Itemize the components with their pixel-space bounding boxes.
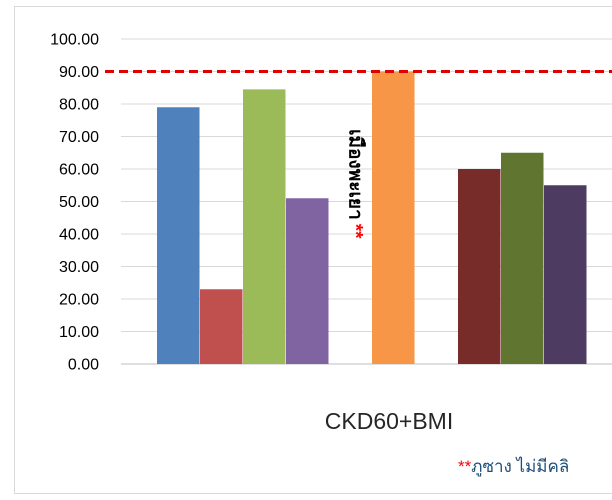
bar-chart: 0.00 10.00 20.00 30.00 40.00 50.00 60.00 70.00 8… (50, 32, 612, 477)
y-tick-label: 90.00 (59, 64, 99, 81)
y-tick-label: 40.00 (59, 227, 99, 244)
y-tick-label: 50.00 (59, 194, 99, 211)
footnote-marker: ** (458, 457, 472, 476)
footnote: **ภูซาง ไม่มีคลิ (458, 456, 569, 477)
footnote-text: ภูซาง ไม่มีคลิ (471, 456, 569, 477)
bar (501, 152, 544, 364)
y-tick-label: 20.00 (59, 292, 99, 309)
y-tick-label: 30.00 (59, 259, 99, 276)
gap-label-text: เมืองพะเยา (345, 129, 367, 220)
y-tick-label: 10.00 (59, 324, 99, 341)
bar (243, 89, 286, 364)
y-tick-label: 80.00 (59, 97, 99, 114)
bar (458, 169, 501, 364)
bar (544, 185, 587, 364)
y-tick-label: 70.00 (59, 129, 99, 146)
x-axis-label: CKD60+BMI (325, 408, 453, 434)
y-tick-label: 60.00 (59, 162, 99, 179)
gap-label-marker: ** (345, 224, 366, 239)
bar (200, 289, 243, 364)
chart-frame: 0.00 10.00 20.00 30.00 40.00 50.00 60.00 70.00 8… (14, 6, 612, 494)
y-tick-label: 100.00 (50, 32, 99, 49)
y-tick-label: 0.00 (68, 357, 99, 374)
gap-label: เมืองพะเยา ** (345, 129, 367, 239)
bar (157, 107, 200, 364)
bar (372, 71, 415, 364)
bar (286, 198, 329, 364)
